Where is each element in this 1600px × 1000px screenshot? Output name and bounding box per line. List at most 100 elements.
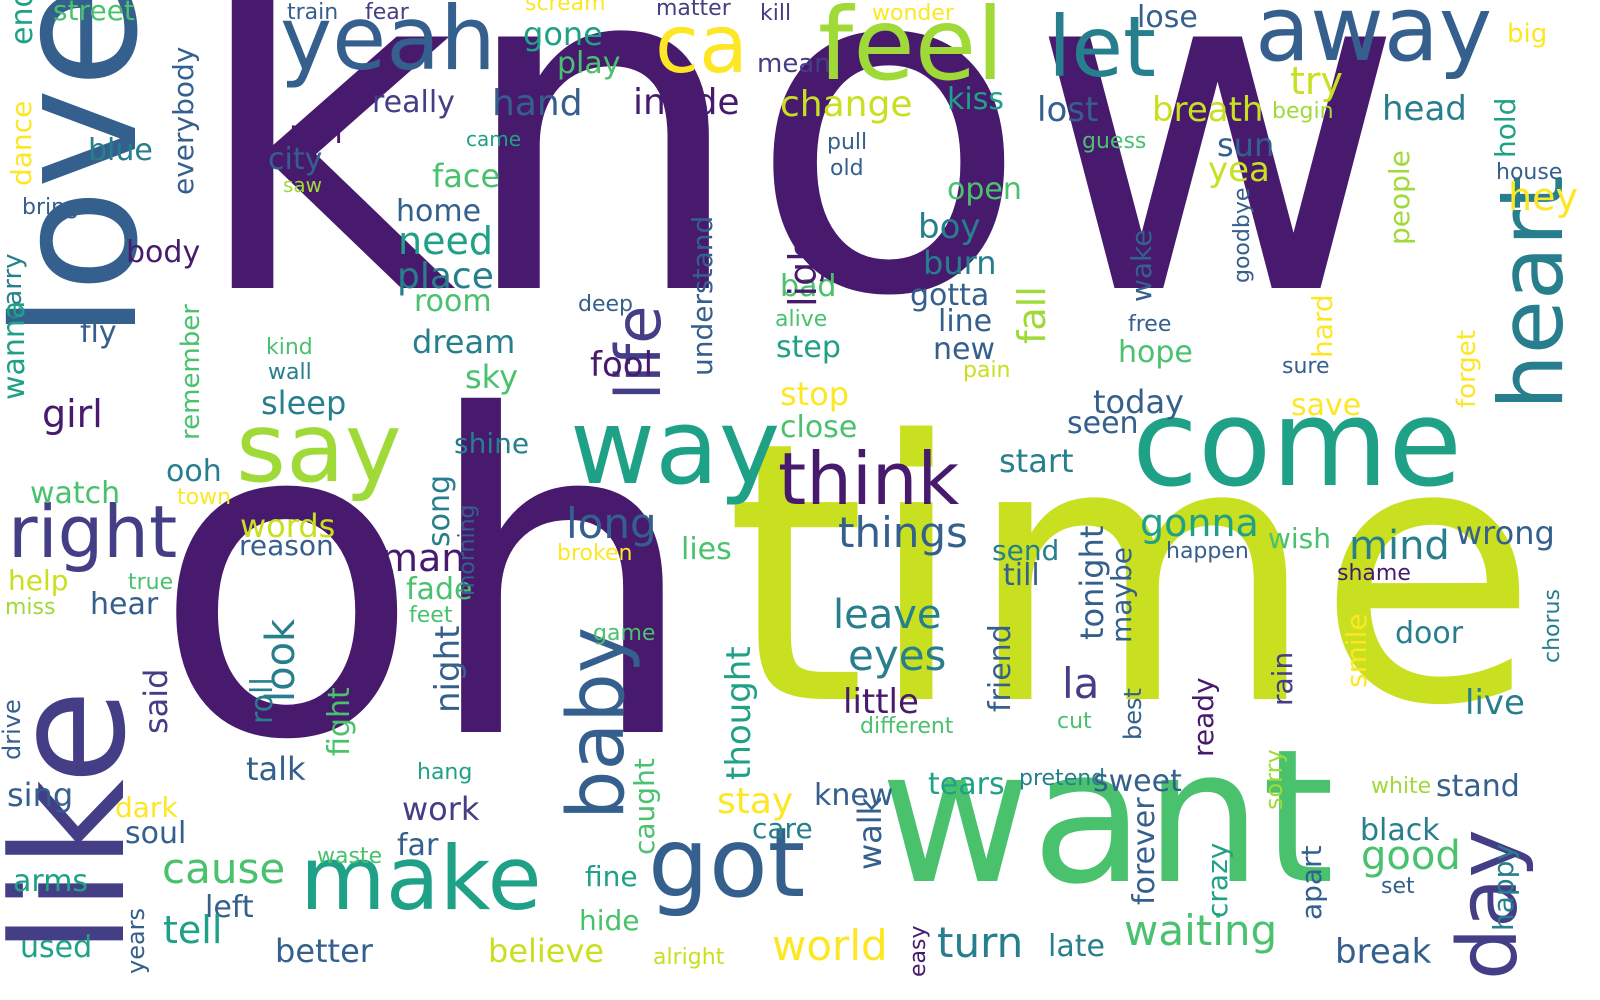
word-everybody: everybody — [167, 46, 200, 195]
word-stay: stay — [717, 781, 794, 822]
word-oh: oh — [152, 324, 701, 836]
word-wish: wish — [1268, 522, 1332, 555]
word-easy: easy — [906, 925, 931, 978]
word-happen: happen — [1166, 539, 1249, 564]
word-arms: arms — [13, 864, 89, 899]
word-used: used — [20, 930, 93, 965]
word-wake: wake — [1125, 229, 1158, 302]
word-best: best — [1119, 688, 1147, 740]
word-matter: matter — [656, 0, 731, 21]
word-fine: fine — [585, 860, 638, 893]
word-way: way — [570, 386, 781, 508]
word-words: words — [240, 507, 336, 545]
word-lies: lies — [681, 532, 732, 567]
word-maybe: maybe — [1105, 546, 1138, 643]
word-scream: scream — [525, 0, 606, 16]
word-sing: sing — [7, 776, 74, 814]
word-burn: burn — [923, 244, 997, 282]
word-need: need — [398, 219, 493, 263]
word-boy: boy — [918, 207, 981, 247]
word-dream: dream — [412, 323, 516, 361]
word-stop: stop — [780, 375, 850, 413]
word-goodbye: goodbye — [1230, 187, 1255, 283]
word-drive: drive — [0, 699, 26, 760]
word-miss: miss — [5, 595, 56, 620]
word-sweet: sweet — [1093, 764, 1182, 799]
word-shine: shine — [454, 427, 530, 460]
word-pretend: pretend — [1019, 766, 1106, 791]
word-body: body — [126, 235, 201, 270]
word-hear: hear — [90, 587, 159, 622]
word-night: night — [428, 625, 468, 713]
word-forget: forget — [1452, 330, 1482, 408]
word-said: said — [137, 668, 175, 734]
word-set: set — [1381, 874, 1415, 899]
word-want: want — [880, 709, 1335, 925]
word-blue: blue — [88, 133, 153, 168]
word-sorry: sorry — [1260, 749, 1288, 810]
word-different: different — [860, 714, 954, 739]
word-far: far — [397, 828, 439, 863]
word-right: right — [8, 490, 178, 574]
word-broken: broken — [557, 541, 633, 566]
word-ooh: ooh — [166, 454, 222, 489]
word-door: door — [1395, 616, 1464, 651]
word-tonight: tonight — [1073, 525, 1111, 640]
word-send: send — [992, 534, 1060, 567]
word-make: make — [300, 827, 542, 930]
word-mean: mean — [757, 49, 831, 79]
word-fear: fear — [365, 0, 409, 25]
word-happy: happy — [1487, 843, 1520, 931]
word-town: town — [177, 485, 232, 510]
word-yeah: yeah — [280, 0, 496, 90]
word-years: years — [122, 907, 150, 974]
word-chorus: chorus — [1540, 589, 1565, 663]
word-bring: bring — [22, 195, 80, 220]
word-head: head — [1382, 89, 1467, 129]
word-seen: seen — [1067, 406, 1139, 441]
word-street: street — [53, 0, 135, 27]
word-la: la — [1062, 659, 1100, 708]
word-shame: shame — [1337, 561, 1411, 586]
word-little: little — [843, 682, 919, 722]
word-people: people — [1383, 150, 1416, 245]
word-today: today — [1093, 383, 1184, 421]
word-sun: sun — [1217, 126, 1275, 164]
word-feel: feel — [818, 0, 1005, 103]
word-lost: lost — [1037, 90, 1099, 130]
word-walk: walk — [851, 796, 889, 870]
word-till: till — [1003, 558, 1040, 593]
word-really: really — [372, 85, 455, 120]
word-big: big — [1507, 19, 1548, 49]
word-house: house — [1496, 160, 1563, 185]
word-black: black — [1360, 813, 1440, 848]
word-open: open — [947, 172, 1022, 207]
word-hand: hand — [492, 83, 583, 124]
word-came: came — [466, 127, 522, 151]
word-eyes: eyes — [848, 631, 947, 680]
word-dark: dark — [115, 791, 178, 824]
word-fly: fly — [80, 315, 117, 350]
word-yea: yea — [1208, 150, 1270, 190]
word-save: save — [1291, 388, 1362, 423]
word-come: come — [1132, 375, 1463, 514]
word-turn: turn — [937, 918, 1024, 967]
word-song: song — [422, 474, 457, 547]
word-wonder: wonder — [872, 1, 954, 26]
word-deep: deep — [578, 292, 633, 317]
word-dance: dance — [5, 100, 38, 186]
word-play: play — [557, 46, 621, 81]
word-inside: inside — [633, 82, 740, 123]
word-hold: hold — [1489, 97, 1522, 158]
word-run: run — [289, 113, 343, 151]
word-pull: pull — [827, 130, 868, 155]
word-bad: bad — [780, 269, 837, 304]
word-gone: gone — [523, 15, 603, 53]
word-talk: talk — [246, 750, 306, 788]
word-know: know — [190, 0, 1406, 397]
word-hey: hey — [1508, 175, 1578, 219]
word-start: start — [999, 442, 1074, 480]
word-free: free — [1128, 312, 1172, 337]
word-waiting: waiting — [1124, 906, 1278, 955]
word-home: home — [396, 194, 482, 229]
